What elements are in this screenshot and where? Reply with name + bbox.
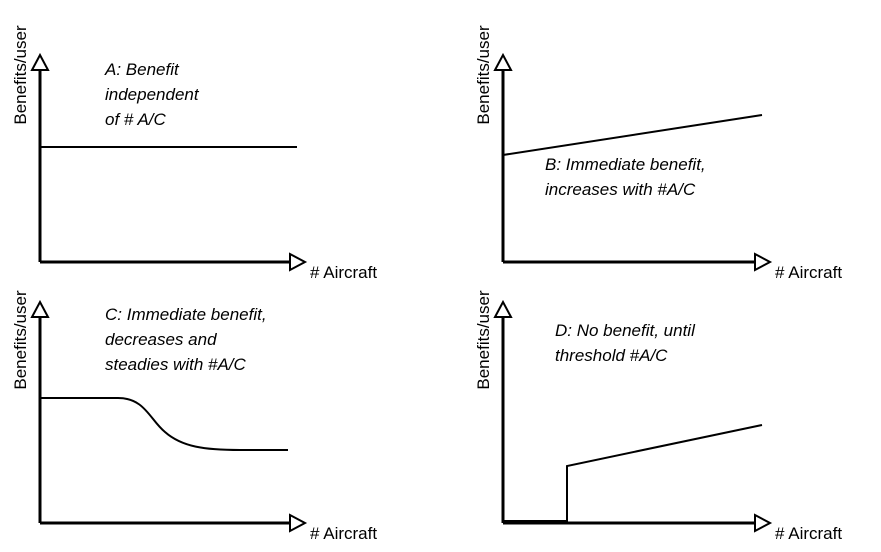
caption: A: Benefit <box>104 60 180 79</box>
y-arrow <box>30 299 50 318</box>
x-arrow <box>289 513 308 533</box>
curve <box>502 114 763 156</box>
y-label: Benefits/user <box>11 290 30 390</box>
caption: C: Immediate benefit, <box>105 305 267 324</box>
y-label: Benefits/user <box>11 25 30 125</box>
y-label: Benefits/user <box>474 290 493 390</box>
caption: B: Immediate benefit, <box>545 155 706 174</box>
caption: threshold #A/C <box>555 346 668 365</box>
x-label: # Aircraft <box>310 524 377 543</box>
x-arrow <box>754 513 773 533</box>
y-arrow <box>493 52 513 71</box>
caption: D: No benefit, until <box>555 321 696 340</box>
y-label: Benefits/user <box>474 25 493 125</box>
caption: decreases and <box>105 330 217 349</box>
caption: steadies with #A/C <box>105 355 247 374</box>
x-label: # Aircraft <box>310 263 377 282</box>
y-arrow <box>30 52 50 71</box>
caption: of # A/C <box>105 110 167 129</box>
curve <box>503 424 763 522</box>
x-arrow <box>289 252 308 272</box>
x-arrow <box>754 252 773 272</box>
x-label: # Aircraft <box>775 263 842 282</box>
y-arrow <box>493 299 513 318</box>
curve <box>40 397 288 451</box>
caption: independent <box>105 85 200 104</box>
caption: increases with #A/C <box>545 180 696 199</box>
x-label: # Aircraft <box>775 524 842 543</box>
